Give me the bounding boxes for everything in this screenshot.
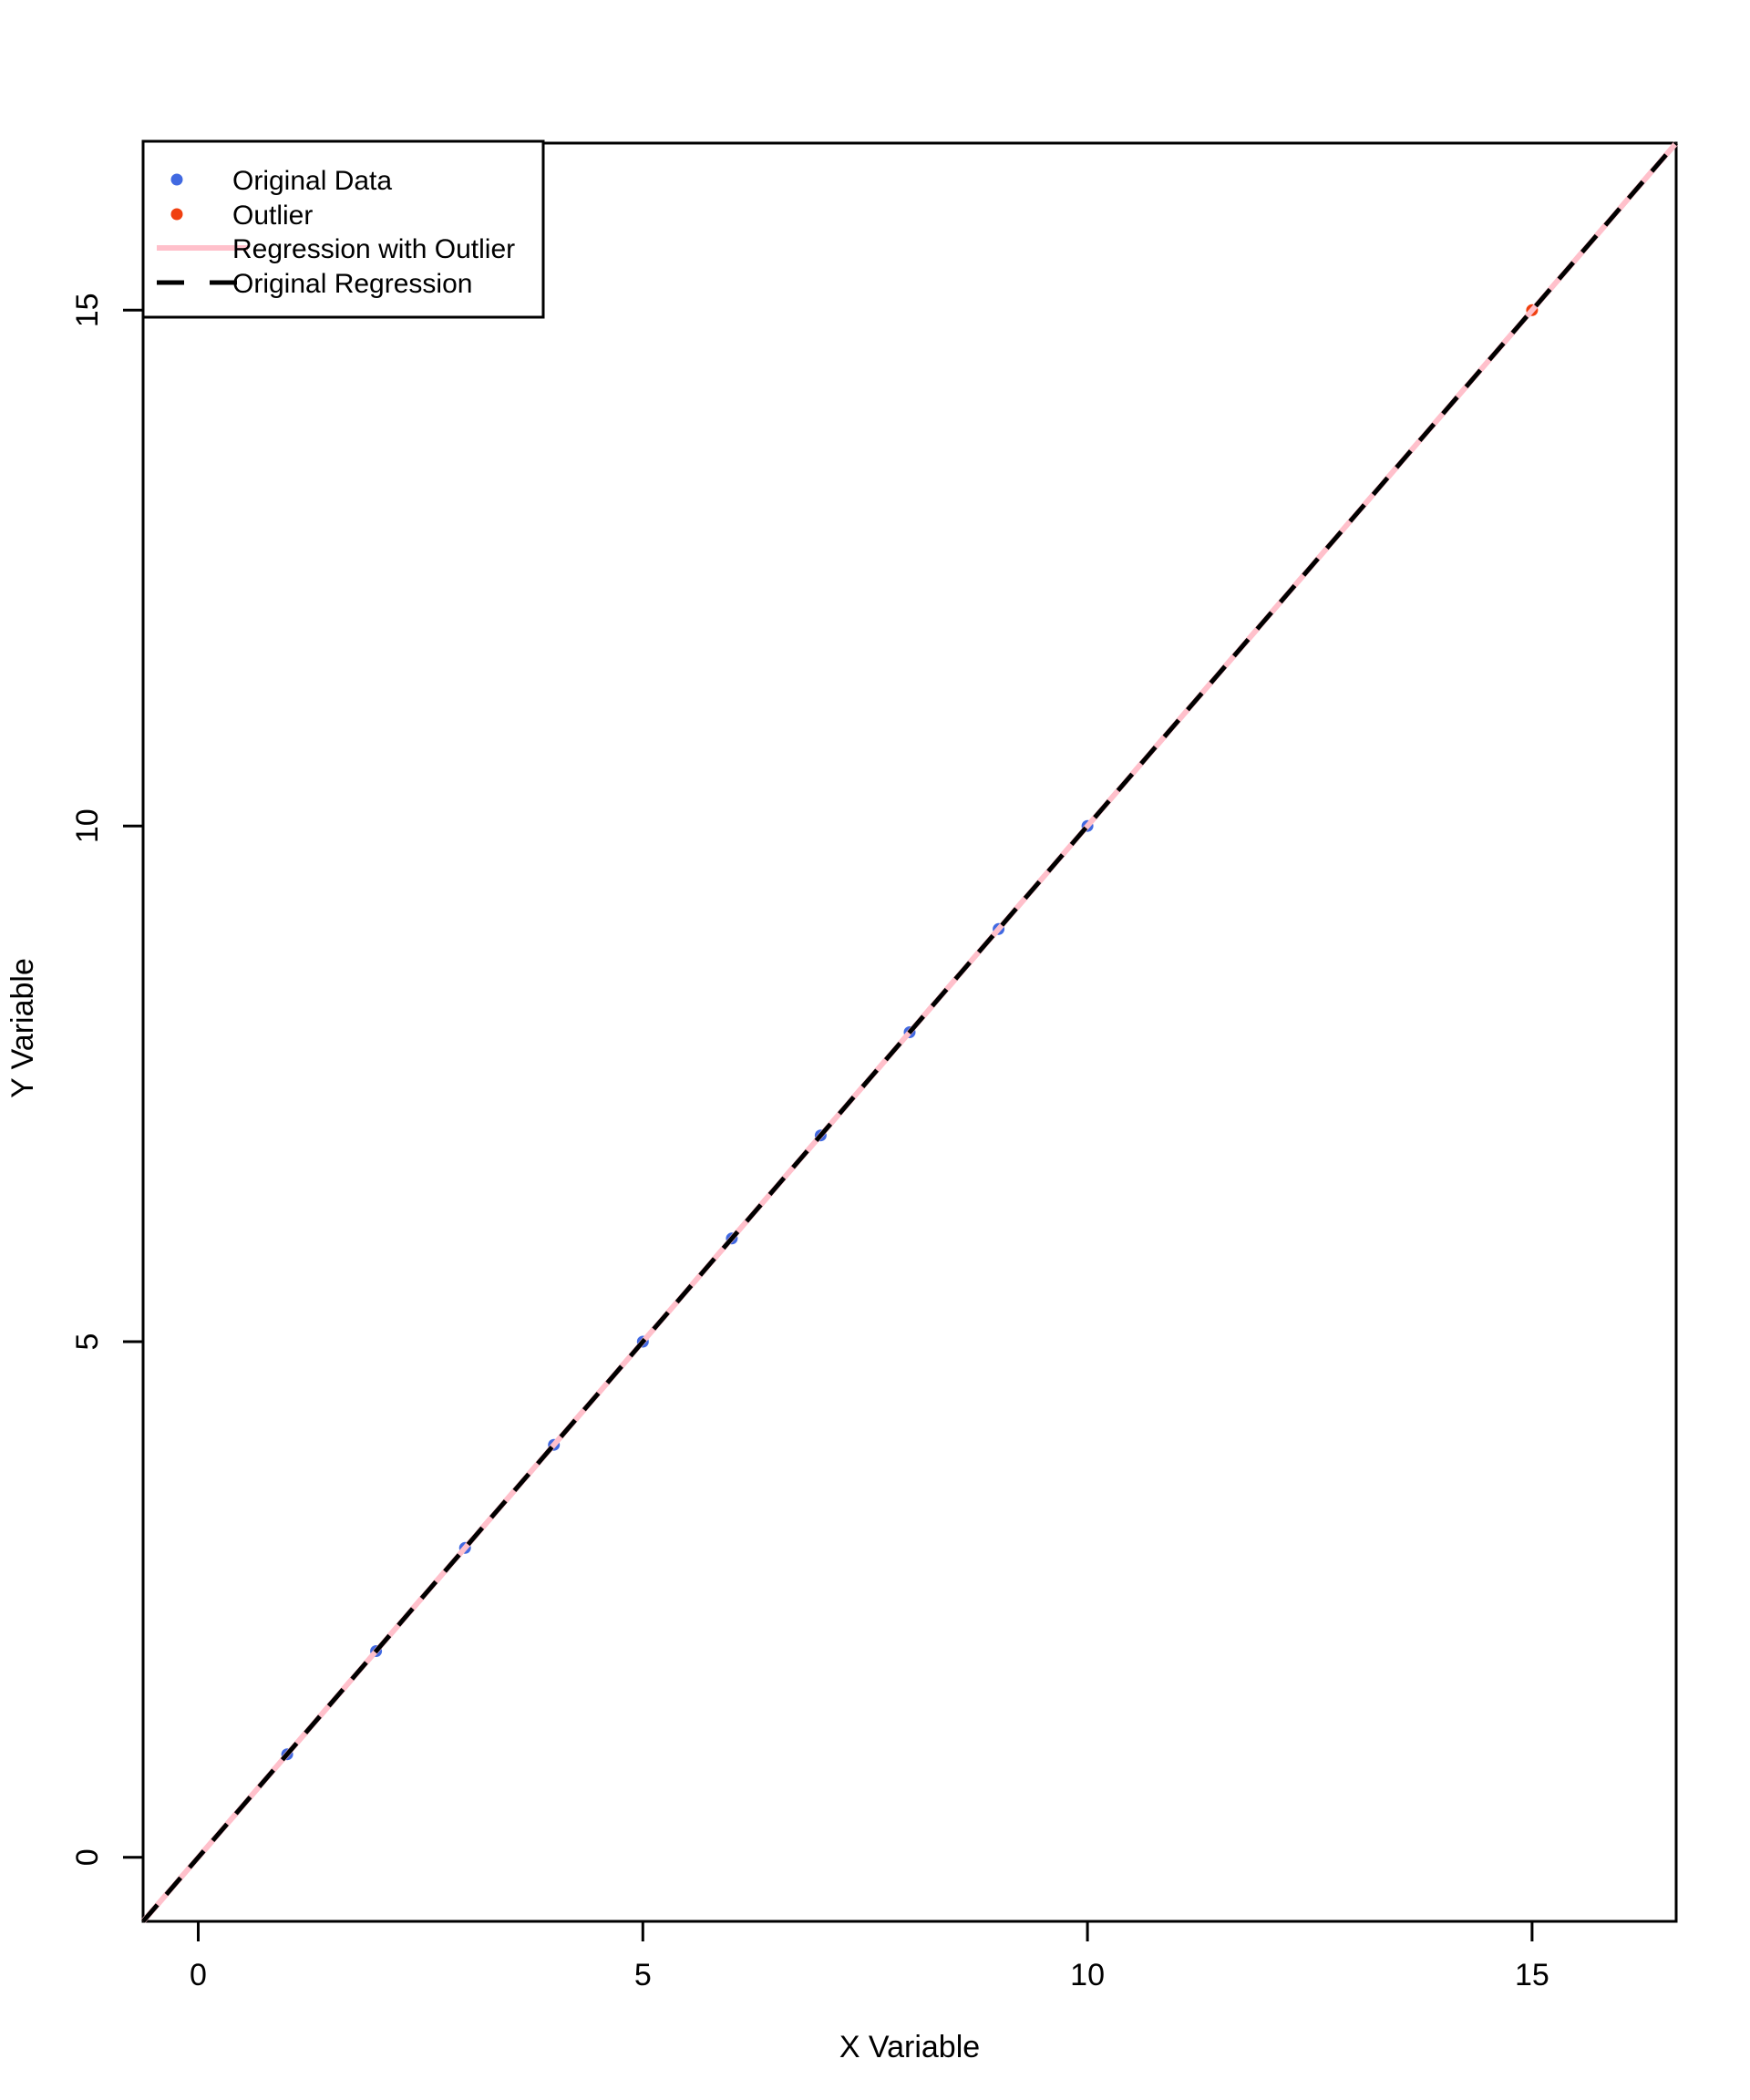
legend-label-original-regression: Original Regression	[232, 269, 472, 299]
regression-lines-layer	[140, 141, 1679, 1923]
y-axis-title: Y Variable	[5, 958, 40, 1098]
legend: Original Data Outlier Regression with Ou…	[141, 139, 545, 319]
x-tick-label: 5	[634, 1958, 652, 1992]
y-tick-label: 0	[70, 1848, 105, 1866]
original-regression-line	[141, 141, 1678, 1923]
legend-marker-outlier-icon	[170, 208, 183, 221]
x-tick-label: 0	[190, 1958, 207, 1992]
y-tick-label: 5	[70, 1333, 105, 1351]
y-tick-label: 10	[70, 808, 105, 843]
legend-box	[141, 139, 545, 319]
x-axis-ticks-layer: 0 5 10 15	[190, 1921, 1549, 1992]
legend-label-original-data: Original Data	[232, 166, 392, 196]
plot-area-border	[141, 141, 1678, 1923]
y-axis-ticks-layer: 0 5 10 15	[70, 293, 143, 1866]
x-tick-label: 10	[1070, 1958, 1105, 1992]
x-tick-label: 15	[1515, 1958, 1549, 1992]
legend-marker-original-data-icon	[170, 173, 183, 186]
legend-label-outlier: Outlier	[232, 201, 313, 231]
legend-label-regression-with-outlier: Regression with Outlier	[232, 234, 515, 264]
x-axis-title: X Variable	[839, 2030, 980, 2064]
y-tick-label: 15	[70, 293, 105, 327]
